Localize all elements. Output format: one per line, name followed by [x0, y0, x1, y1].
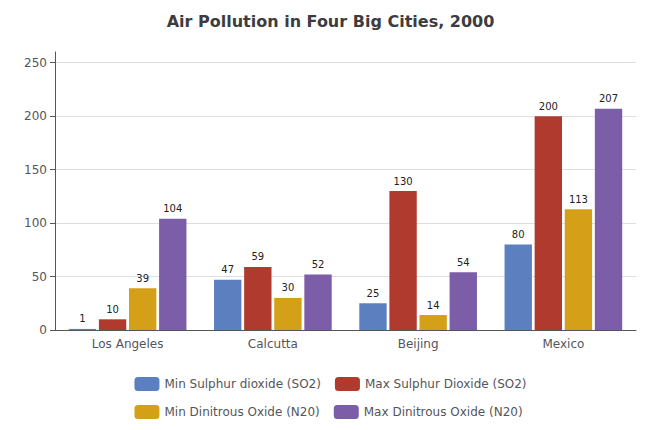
- svg-text:54: 54: [457, 257, 470, 268]
- svg-text:59: 59: [251, 251, 264, 262]
- svg-text:Max Dinitrous Oxide (N20): Max Dinitrous Oxide (N20): [364, 405, 523, 419]
- svg-text:25: 25: [367, 288, 380, 299]
- svg-text:Min Sulphur dioxide (SO2): Min Sulphur dioxide (SO2): [164, 377, 320, 391]
- svg-text:Calcutta: Calcutta: [248, 337, 298, 351]
- svg-text:104: 104: [163, 203, 182, 214]
- svg-text:0: 0: [39, 323, 47, 337]
- svg-text:1: 1: [79, 313, 85, 324]
- svg-text:113: 113: [569, 194, 588, 205]
- svg-text:39: 39: [136, 273, 149, 284]
- svg-text:207: 207: [599, 93, 618, 104]
- svg-text:Mexico: Mexico: [542, 337, 584, 351]
- svg-text:14: 14: [427, 300, 440, 311]
- svg-text:52: 52: [312, 259, 325, 270]
- svg-text:Los Angeles: Los Angeles: [92, 337, 164, 351]
- svg-text:Min Dinitrous Oxide (N20): Min Dinitrous Oxide (N20): [164, 405, 319, 419]
- svg-text:10: 10: [106, 304, 119, 315]
- svg-text:47: 47: [221, 264, 234, 275]
- svg-text:100: 100: [24, 216, 47, 230]
- svg-text:150: 150: [24, 163, 47, 177]
- svg-text:130: 130: [394, 176, 413, 187]
- svg-text:200: 200: [539, 101, 558, 112]
- svg-text:Max Sulphur Dioxide (SO2): Max Sulphur Dioxide (SO2): [365, 377, 527, 391]
- svg-text:250: 250: [24, 56, 47, 70]
- svg-text:30: 30: [282, 282, 295, 293]
- svg-text:Beijing: Beijing: [398, 337, 439, 351]
- svg-text:50: 50: [32, 270, 47, 284]
- svg-text:80: 80: [512, 229, 525, 240]
- svg-text:Air Pollution in Four Big Citi: Air Pollution in Four Big Cities, 2000: [167, 12, 495, 31]
- svg-text:200: 200: [24, 109, 47, 123]
